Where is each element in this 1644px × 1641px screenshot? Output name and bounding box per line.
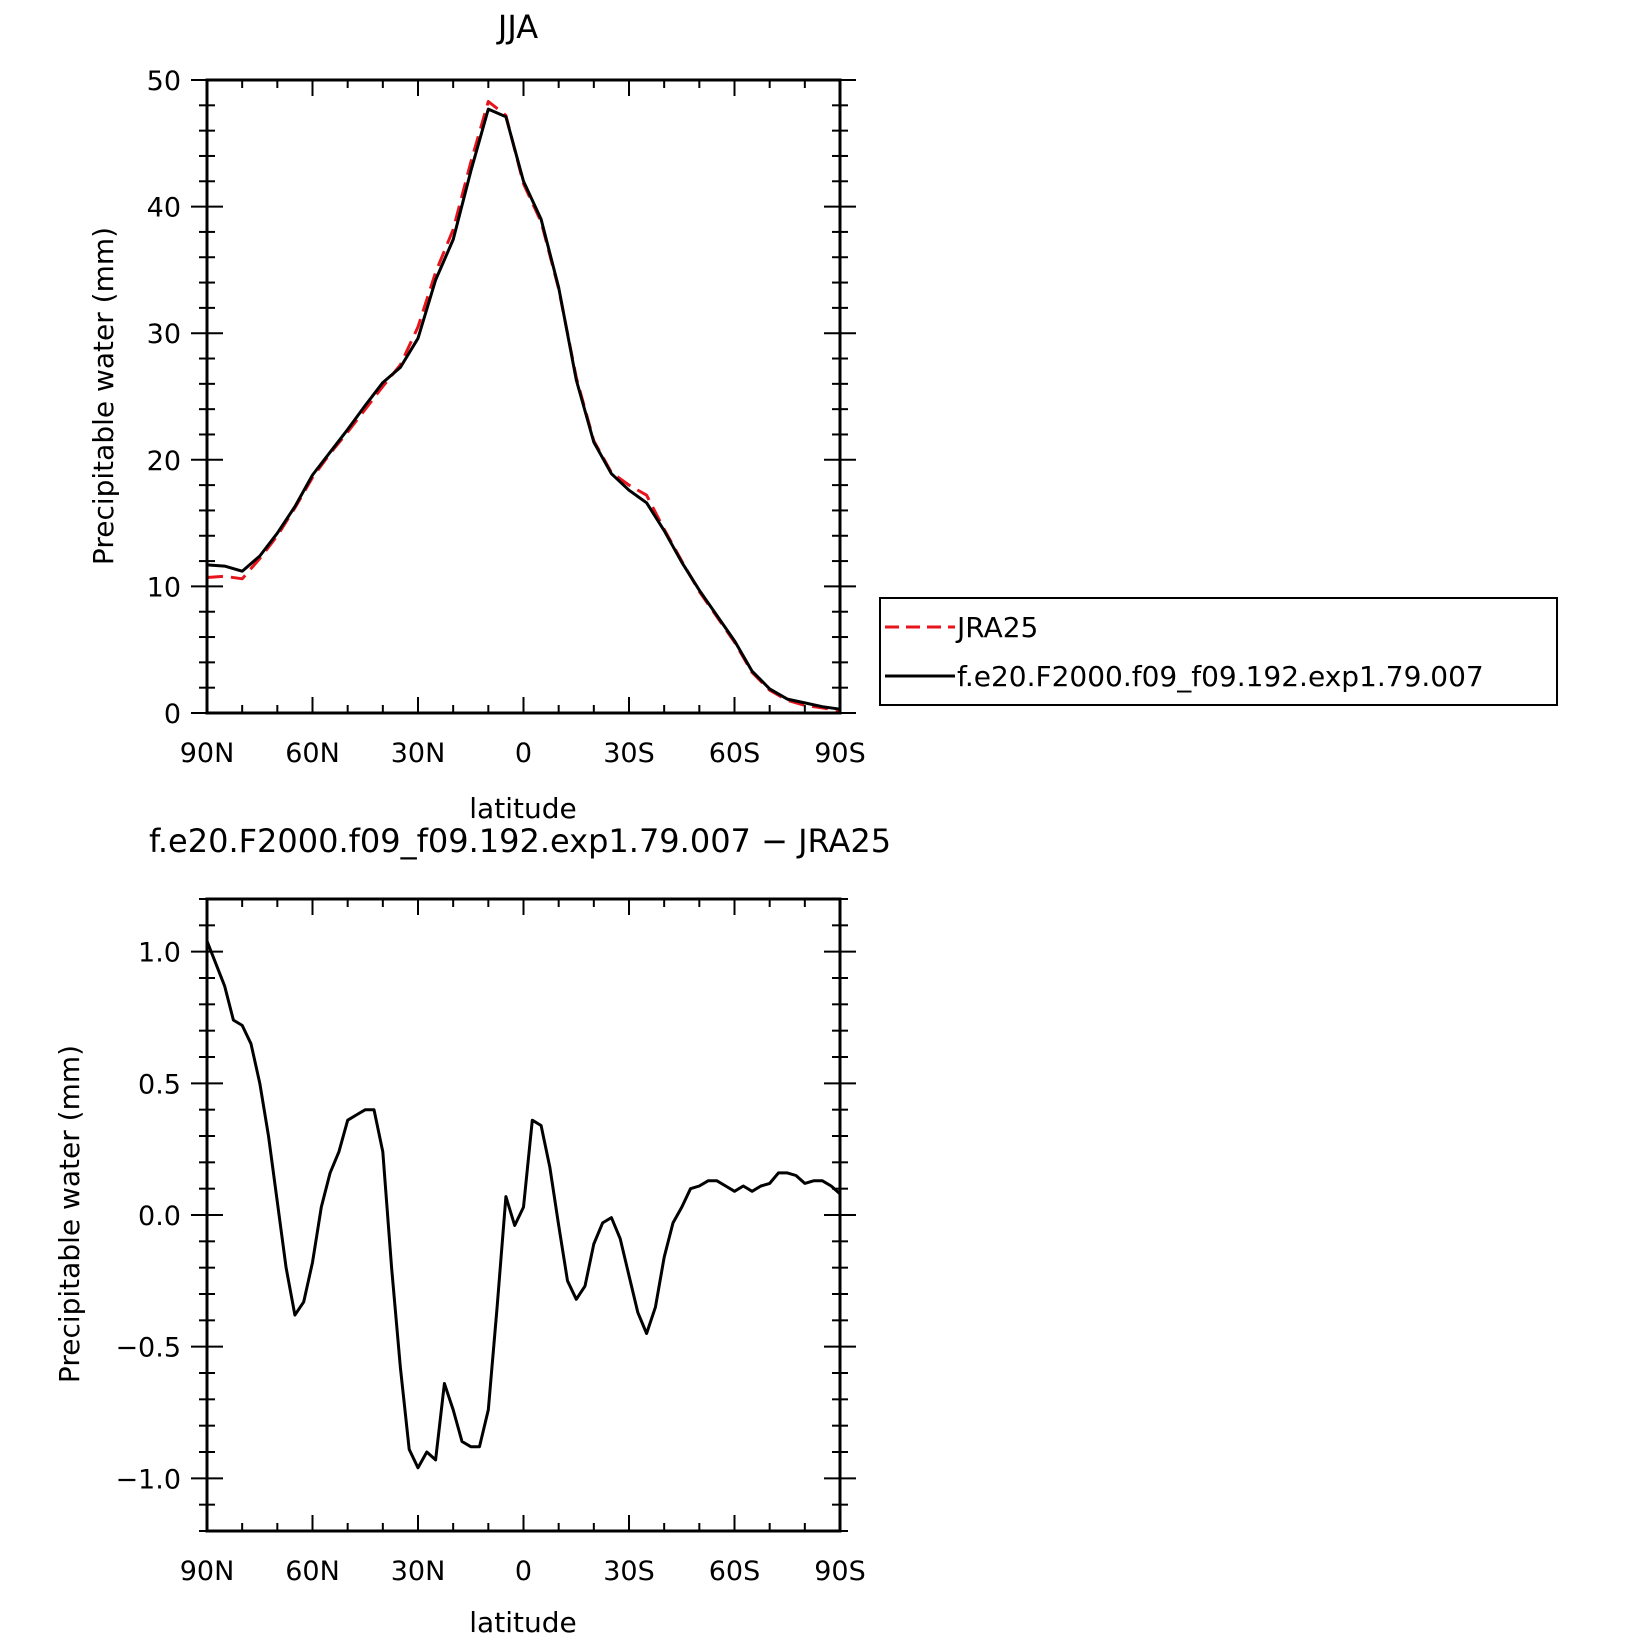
top-y-tick-label-3: 30	[147, 319, 181, 350]
top-series-line-1	[206, 107, 841, 711]
top-y-tick-label-5: 50	[147, 66, 181, 97]
bottom-x-tick-label-5: 60S	[709, 1556, 761, 1587]
top-plot-frame	[205, 78, 842, 715]
top-y-tick-label-0: 0	[164, 699, 181, 730]
bottom-y-tick-label-0: −1.0	[115, 1464, 181, 1495]
bottom-series-line-0	[205, 940, 842, 1470]
top-ticks-group: 90N 60N 30N 0 30S 60S 90S 0 10 20 30 40 50	[147, 66, 866, 769]
top-series-group	[206, 100, 841, 712]
bottom-x-axis-label: latitude	[469, 1606, 576, 1639]
top-x-tick-label-3: 0	[515, 738, 532, 769]
top-y-tick-label-1: 10	[147, 572, 181, 603]
bottom-y-tick-label-1: −0.5	[115, 1333, 181, 1364]
top-y-tick-label-4: 40	[147, 193, 181, 224]
bottom-chart-title: f.e20.F2000.f09_f09.192.exp1.79.007 − JR…	[149, 822, 891, 860]
top-x-tick-label-5: 60S	[709, 738, 761, 769]
top-x-tick-label-6: 90S	[814, 738, 866, 769]
top-x-axis-label: latitude	[469, 792, 576, 825]
top-x-tick-label-0: 90N	[180, 738, 235, 769]
top-x-tick-label-4: 30S	[603, 738, 655, 769]
top-y-tick-label-2: 20	[147, 446, 181, 477]
bottom-plot-frame	[205, 897, 842, 1533]
legend-label-model: f.e20.F2000.f09_f09.192.exp1.79.007	[957, 660, 1484, 693]
bottom-x-tick-label-0: 90N	[180, 1556, 235, 1587]
legend-frame	[879, 597, 1558, 706]
bottom-x-tick-label-3: 0	[515, 1556, 532, 1587]
top-chart-title: JJA	[496, 8, 538, 46]
bottom-y-axis-label: Precipitable water (mm)	[53, 1045, 86, 1383]
bottom-y-tick-label-4: 1.0	[138, 938, 181, 969]
bottom-x-tick-label-1: 60N	[285, 1556, 340, 1587]
top-x-tick-label-2: 30N	[391, 738, 446, 769]
bottom-series-group	[205, 940, 842, 1470]
top-x-tick-label-1: 60N	[285, 738, 340, 769]
bottom-x-tick-label-6: 90S	[814, 1556, 866, 1587]
bottom-y-tick-label-2: 0.0	[138, 1201, 181, 1232]
top-panel: JJA 90N 60N 30N 0 30S 60S 90S 0 10 20 30 40 50 latit…	[87, 8, 1558, 825]
bottom-x-tick-label-4: 30S	[603, 1556, 655, 1587]
top-y-axis-label: Precipitable water (mm)	[87, 227, 120, 565]
bottom-x-tick-label-2: 30N	[391, 1556, 446, 1587]
bottom-panel: f.e20.F2000.f09_f09.192.exp1.79.007 − JR…	[53, 822, 891, 1639]
top-series-line-0	[206, 100, 841, 712]
legend-label-jra25: JRA25	[955, 611, 1038, 644]
legend: JRA25 f.e20.F2000.f09_f09.192.exp1.79.00…	[879, 597, 1558, 706]
bottom-y-tick-label-3: 0.5	[138, 1069, 181, 1100]
